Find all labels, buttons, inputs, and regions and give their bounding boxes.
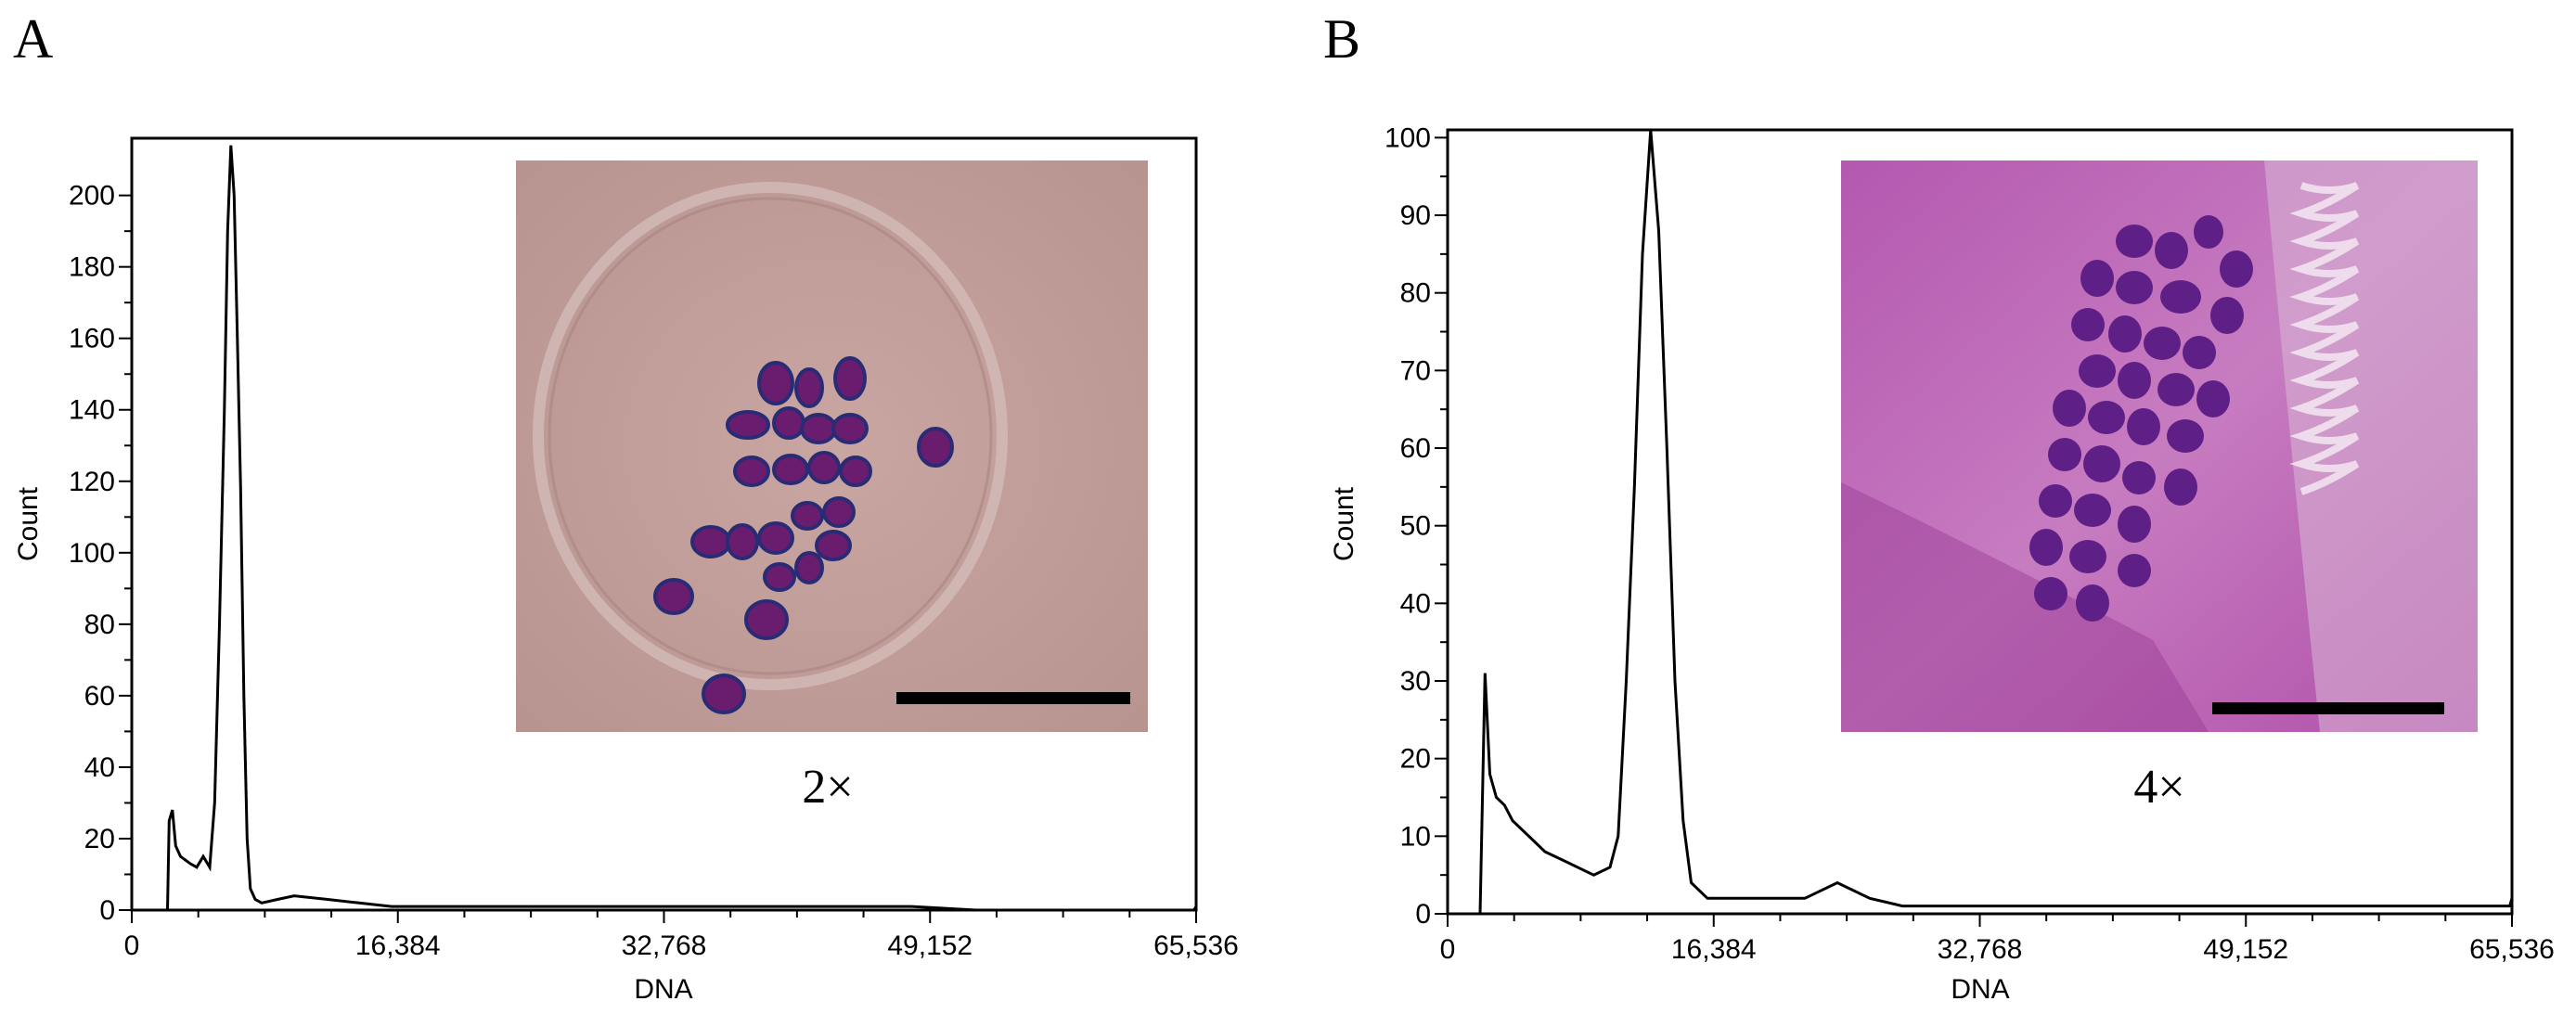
scale-bar-a — [896, 692, 1130, 704]
y-tick-label: 180 — [69, 252, 115, 283]
cell-wall-folds — [2289, 182, 2360, 495]
y-tick-label: 90 — [1400, 200, 1431, 231]
x-tick-label: 49,152 — [887, 931, 972, 961]
inset-micrograph-a — [516, 160, 1148, 732]
histogram-line-a — [132, 145, 1198, 912]
y-tick-label: 160 — [69, 324, 115, 354]
y-tick-label: 100 — [1385, 122, 1431, 153]
x-tick-label: 16,384 — [1671, 934, 1757, 965]
x-tick-label: 32,768 — [622, 931, 707, 961]
y-tick-label: 200 — [69, 181, 115, 212]
y-tick-label: 40 — [1400, 588, 1431, 619]
y-axis-a: 0 20 40 60 80 100 120 140 160 180 200 — [69, 181, 132, 926]
y-tick-label: 20 — [1400, 744, 1431, 775]
y-tick-label: 100 — [69, 538, 115, 569]
y-tick-label: 40 — [84, 752, 115, 783]
magnification-label-b: 4× — [2133, 761, 2184, 814]
panel-letter-a: A — [13, 8, 53, 70]
cell-outline — [533, 182, 1008, 690]
panel-letter-b: B — [1323, 8, 1360, 70]
x-tick-label: 0 — [1440, 934, 1456, 965]
y-tick-label: 10 — [1400, 821, 1431, 852]
y-tick-label: 0 — [1415, 899, 1431, 930]
y-tick-label: 30 — [1400, 666, 1431, 697]
magnification-label-a: 2× — [802, 761, 853, 814]
x-tick-label: 32,768 — [1938, 934, 2023, 965]
y-tick-label: 80 — [84, 610, 115, 640]
y-axis-label-b: Count — [1329, 486, 1359, 561]
y-tick-label: 50 — [1400, 511, 1431, 542]
chromosomes — [653, 356, 954, 714]
histogram-line-b — [1448, 129, 2514, 916]
y-tick-label: 80 — [1400, 278, 1431, 309]
chromosomes — [2029, 215, 2253, 622]
y-axis-label-a: Count — [13, 486, 44, 561]
y-axis-b: 0 10 20 30 40 50 60 70 80 90 100 — [1385, 122, 1448, 930]
y-tick-label: 0 — [99, 895, 115, 926]
x-tick-label: 49,152 — [2203, 934, 2288, 965]
x-axis-b: 0 16,384 32,768 49,152 65,536 — [1440, 914, 2555, 965]
y-tick-label: 120 — [69, 467, 115, 497]
y-tick-label: 60 — [1400, 433, 1431, 464]
panel-a: A — [13, 8, 1239, 1005]
panel-b: B — [1323, 8, 2555, 1005]
x-tick-label: 65,536 — [2469, 934, 2555, 965]
y-tick-label: 20 — [84, 824, 115, 854]
x-axis-label-b: DNA — [1951, 974, 2009, 1005]
y-tick-label: 70 — [1400, 355, 1431, 386]
x-axis-label-a: DNA — [634, 974, 692, 1005]
scale-bar-b — [2212, 702, 2444, 714]
x-axis-a: 0 16,384 32,768 49,152 65,536 — [124, 910, 1239, 961]
x-tick-label: 65,536 — [1153, 931, 1239, 961]
x-tick-label: 16,384 — [355, 931, 441, 961]
x-tick-label: 0 — [124, 931, 140, 961]
y-tick-label: 140 — [69, 395, 115, 426]
inset-micrograph-b — [1841, 160, 2478, 732]
y-tick-label: 60 — [84, 681, 115, 712]
